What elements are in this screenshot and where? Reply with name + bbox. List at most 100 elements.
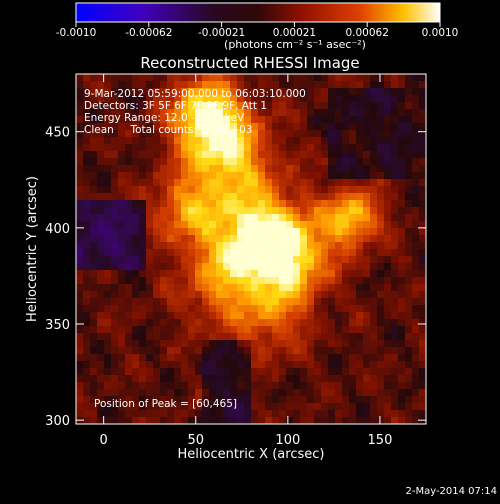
- heatmap-cell: [181, 298, 189, 306]
- heatmap-cell: [139, 74, 147, 82]
- heatmap-cell: [230, 151, 238, 159]
- heatmap-cell: [384, 263, 392, 271]
- heatmap-cell: [314, 256, 322, 264]
- heatmap-cell: [216, 172, 224, 180]
- heatmap-cell: [286, 88, 294, 96]
- heatmap-cell: [363, 270, 371, 278]
- heatmap-cell: [398, 158, 406, 166]
- heatmap-cell: [258, 144, 266, 152]
- heatmap-cell: [118, 298, 126, 306]
- heatmap-cell: [83, 214, 91, 222]
- heatmap-cell: [209, 298, 217, 306]
- heatmap-cell: [104, 305, 112, 313]
- heatmap-cell: [356, 193, 364, 201]
- heatmap-cell: [419, 74, 427, 82]
- heatmap-cell: [90, 368, 98, 376]
- heatmap-cell: [174, 193, 182, 201]
- heatmap-cell: [356, 277, 364, 285]
- heatmap-cell: [174, 165, 182, 173]
- heatmap-cell: [349, 396, 357, 404]
- heatmap-cell: [216, 109, 224, 117]
- heatmap-cell: [405, 81, 413, 89]
- heatmap-cell: [111, 361, 119, 369]
- heatmap-cell: [139, 417, 147, 425]
- heatmap-cell: [251, 158, 259, 166]
- heatmap-cell: [398, 375, 406, 383]
- heatmap-cell: [377, 242, 385, 250]
- heatmap-cell: [258, 193, 266, 201]
- heatmap-cell: [160, 291, 168, 299]
- heatmap-cell: [237, 102, 245, 110]
- heatmap-cell: [216, 242, 224, 250]
- heatmap-cell: [76, 109, 84, 117]
- heatmap-cell: [356, 172, 364, 180]
- heatmap-cell: [251, 242, 259, 250]
- heatmap-cell: [237, 165, 245, 173]
- heatmap-cell: [363, 382, 371, 390]
- heatmap-cell: [216, 403, 224, 411]
- heatmap-cell: [118, 95, 126, 103]
- heatmap-cell: [202, 81, 210, 89]
- heatmap-cell: [216, 235, 224, 243]
- heatmap-cell: [195, 172, 203, 180]
- heatmap-cell: [293, 186, 301, 194]
- heatmap-cell: [181, 137, 189, 145]
- heatmap-cell: [405, 116, 413, 124]
- heatmap-cell: [335, 382, 343, 390]
- heatmap-cell: [300, 172, 308, 180]
- heatmap-cell: [405, 165, 413, 173]
- heatmap-cell: [370, 396, 378, 404]
- heatmap-cell: [265, 347, 273, 355]
- heatmap-cell: [293, 410, 301, 418]
- heatmap-cell: [97, 291, 105, 299]
- heatmap-cell: [118, 249, 126, 257]
- heatmap-cell: [202, 333, 210, 341]
- heatmap-cell: [370, 340, 378, 348]
- heatmap-cell: [174, 235, 182, 243]
- heatmap-cell: [286, 354, 294, 362]
- heatmap-cell: [223, 249, 231, 257]
- heatmap-cell: [90, 151, 98, 159]
- heatmap-cell: [83, 291, 91, 299]
- heatmap-cell: [356, 361, 364, 369]
- heatmap-cell: [118, 88, 126, 96]
- heatmap-cell: [286, 214, 294, 222]
- heatmap-cell: [335, 417, 343, 425]
- heatmap-cell: [384, 200, 392, 208]
- heatmap-cell: [349, 123, 357, 131]
- heatmap-cell: [314, 305, 322, 313]
- heatmap-cell: [202, 375, 210, 383]
- heatmap-cell: [356, 263, 364, 271]
- heatmap-cell: [391, 396, 399, 404]
- heatmap-cell: [202, 123, 210, 131]
- heatmap-cell: [300, 81, 308, 89]
- heatmap-cell: [342, 81, 350, 89]
- heatmap-cell: [258, 130, 266, 138]
- heatmap-cell: [132, 291, 140, 299]
- heatmap-cell: [244, 123, 252, 131]
- heatmap-cell: [153, 368, 161, 376]
- heatmap-cell: [230, 88, 238, 96]
- heatmap-cell: [125, 382, 133, 390]
- heatmap-cell: [209, 186, 217, 194]
- heatmap-cell: [160, 221, 168, 229]
- heatmap-cell: [132, 403, 140, 411]
- heatmap-cell: [349, 144, 357, 152]
- heatmap-cell: [377, 228, 385, 236]
- heatmap-cell: [146, 277, 154, 285]
- heatmap-cell: [370, 221, 378, 229]
- heatmap-cell: [384, 368, 392, 376]
- heatmap-cell: [384, 207, 392, 215]
- heatmap-cell: [293, 200, 301, 208]
- heatmap-cell: [258, 305, 266, 313]
- heatmap-cell: [132, 116, 140, 124]
- heatmap-cell: [307, 151, 315, 159]
- heatmap-cell: [349, 207, 357, 215]
- heatmap-cell: [314, 235, 322, 243]
- heatmap-cell: [370, 284, 378, 292]
- heatmap-cell: [398, 123, 406, 131]
- heatmap-cell: [209, 123, 217, 131]
- heatmap-cell: [286, 116, 294, 124]
- heatmap-cell: [111, 172, 119, 180]
